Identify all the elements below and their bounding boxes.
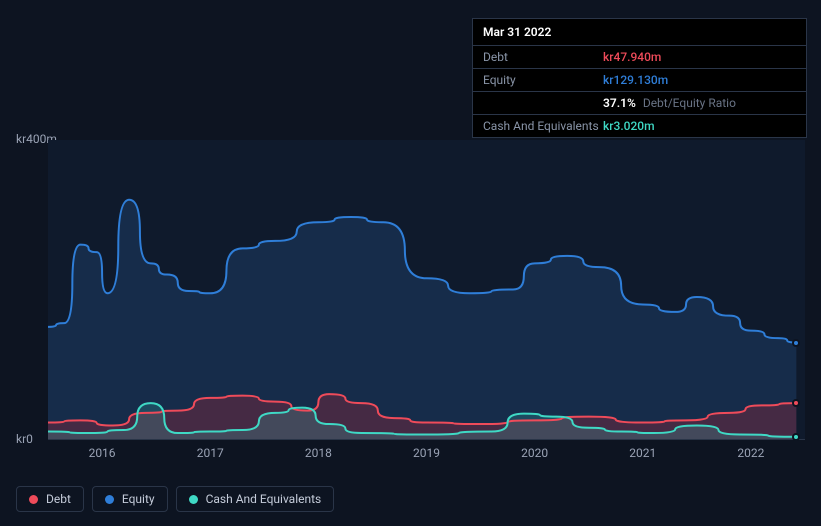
plot-area[interactable] xyxy=(48,140,805,440)
tooltip-row: Equitykr129.130m xyxy=(473,69,806,92)
tooltip-row: Debtkr47.940m xyxy=(473,46,806,69)
legend-label: Debt xyxy=(46,492,71,506)
data-tooltip: Mar 31 2022 Debtkr47.940mEquitykr129.130… xyxy=(472,18,807,138)
tooltip-row-label xyxy=(483,96,603,110)
x-axis-label: 2016 xyxy=(89,446,116,460)
legend-item-cash[interactable]: Cash And Equivalents xyxy=(176,486,335,512)
y-axis-label: kr0 xyxy=(16,432,33,446)
cash-swatch-icon xyxy=(189,495,198,504)
legend-label: Equity xyxy=(122,492,155,506)
x-axis-label: 2020 xyxy=(521,446,548,460)
debt-end-marker xyxy=(792,399,800,407)
chart-container: Mar 31 2022 Debtkr47.940mEquitykr129.130… xyxy=(0,0,821,526)
legend: Debt Equity Cash And Equivalents xyxy=(16,486,334,512)
legend-label: Cash And Equivalents xyxy=(206,492,322,506)
tooltip-row: 37.1% Debt/Equity Ratio xyxy=(473,92,806,115)
equity-swatch-icon xyxy=(105,495,114,504)
tooltip-row-label: Debt xyxy=(483,50,603,64)
legend-item-debt[interactable]: Debt xyxy=(16,486,84,512)
x-axis-label: 2022 xyxy=(737,446,764,460)
legend-item-equity[interactable]: Equity xyxy=(92,486,168,512)
tooltip-row-label: Equity xyxy=(483,73,603,87)
tooltip-row-value: kr47.940m xyxy=(603,50,661,64)
x-axis-label: 2021 xyxy=(629,446,656,460)
tooltip-row-value: kr129.130m xyxy=(603,73,668,87)
x-axis-label: 2019 xyxy=(413,446,440,460)
x-axis-label: 2018 xyxy=(305,446,332,460)
tooltip-ratio: 37.1% Debt/Equity Ratio xyxy=(603,96,736,110)
x-axis-label: 2017 xyxy=(197,446,224,460)
chart-area: kr400mkr0 2016201720182019202020212022 xyxy=(16,122,805,470)
debt-swatch-icon xyxy=(29,495,38,504)
tooltip-date: Mar 31 2022 xyxy=(473,19,806,46)
x-axis: 2016 2017 2018 2019 2020 2021 2022 xyxy=(48,440,805,470)
equity-end-marker xyxy=(792,339,800,347)
